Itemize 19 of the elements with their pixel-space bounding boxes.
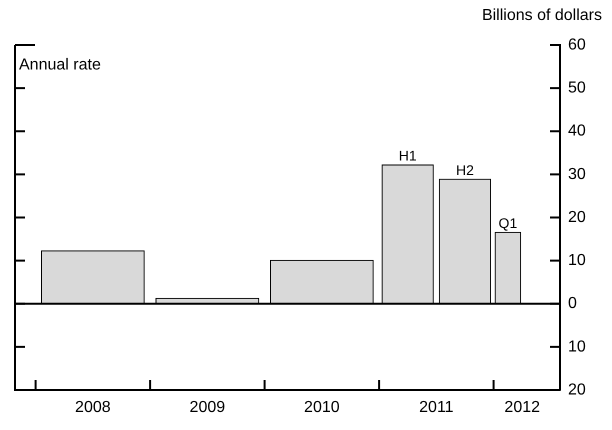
y-tick-label: 40 xyxy=(568,122,586,140)
annotation: Annual rate xyxy=(19,56,101,74)
x-tick-label: 2012 xyxy=(504,399,540,416)
annotation: H1 xyxy=(398,148,417,164)
x-tick-label: 2008 xyxy=(75,399,111,416)
x-tick-label: 2011 xyxy=(419,399,454,416)
y-tick-label: 60 xyxy=(568,36,586,54)
y-tick-label: 20 xyxy=(568,208,586,226)
y-tick-label: 0 xyxy=(568,295,577,312)
annotation: H2 xyxy=(456,162,474,178)
y-tick-label: 20 xyxy=(568,381,586,398)
y-tick-label: 10 xyxy=(568,252,586,270)
y-axis-title: Billions of dollars xyxy=(482,7,602,24)
x-tick-label: 2010 xyxy=(304,399,340,416)
annotation: Q1 xyxy=(498,215,518,232)
y-tick-label: 30 xyxy=(568,166,586,183)
x-tick-label: 2009 xyxy=(190,399,226,416)
y-tick-label: 10 xyxy=(568,338,586,356)
y-tick-label: 50 xyxy=(568,80,586,97)
